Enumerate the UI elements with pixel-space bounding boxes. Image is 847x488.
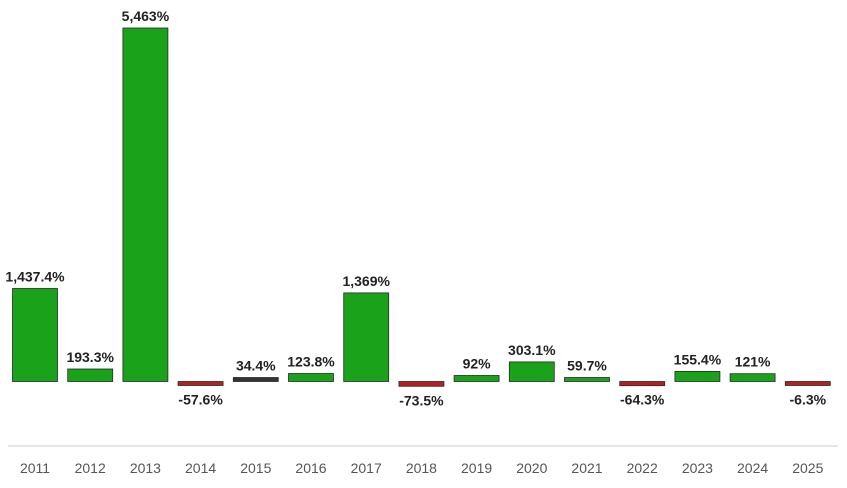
x-tick-label-2011: 2011 [20, 460, 50, 476]
bars-group [12, 27, 831, 387]
data-label-2013: 5,463% [122, 8, 170, 24]
x-tick-label-2018: 2018 [406, 460, 437, 476]
bar-2021 [564, 377, 610, 382]
data-label-2012: 193.3% [66, 349, 114, 365]
data-label-2016: 123.8% [287, 354, 335, 370]
bar-2019 [453, 375, 500, 382]
bar-2025 [784, 381, 831, 386]
x-tick-label-2015: 2015 [240, 460, 271, 476]
x-tick-labels-group: 2011 2012 2013 2014 2015 2016 2017 2018 2019 2020… [20, 460, 824, 476]
bar-2012 [67, 368, 114, 382]
x-tick-label-2016: 2016 [295, 460, 326, 476]
data-label-2022: -64.3% [620, 392, 665, 408]
bar-2015 [232, 377, 279, 382]
bar-2017 [343, 292, 390, 382]
data-label-2020: 303.1% [508, 342, 556, 358]
x-tick-label-2020: 2020 [516, 460, 547, 476]
x-tick-label-2024: 2024 [737, 460, 768, 476]
data-label-2018: -73.5% [399, 392, 444, 408]
x-tick-label-2014: 2014 [185, 460, 216, 476]
bar-2022 [619, 381, 666, 387]
bar-2014 [177, 381, 224, 386]
data-label-2025: -6.3% [790, 392, 827, 408]
x-tick-label-2017: 2017 [351, 460, 382, 476]
data-label-2017: 1,369% [342, 273, 390, 289]
bar-2011 [12, 288, 58, 382]
bar-2016 [288, 373, 334, 382]
x-tick-label-2022: 2022 [627, 460, 658, 476]
bar-2023 [674, 370, 721, 382]
x-tick-label-2013: 2013 [130, 460, 161, 476]
bar-2024 [729, 373, 776, 382]
data-label-2015: 34.4% [236, 358, 276, 374]
data-label-2023: 155.4% [674, 351, 722, 367]
data-label-2021: 59.7% [567, 358, 607, 374]
data-label-2011: 1,437.4% [5, 269, 65, 285]
bar-2013 [122, 27, 169, 382]
bar-2020 [508, 361, 555, 382]
x-tick-label-2019: 2019 [461, 460, 492, 476]
bar-2018 [398, 381, 445, 387]
data-label-2024: 121% [735, 354, 771, 370]
data-label-2014: -57.6% [178, 392, 223, 408]
x-tick-label-2025: 2025 [792, 460, 823, 476]
x-tick-label-2021: 2021 [571, 460, 602, 476]
x-tick-label-2023: 2023 [682, 460, 713, 476]
x-tick-label-2012: 2012 [75, 460, 106, 476]
data-label-2019: 92% [463, 356, 492, 372]
data-labels-group: 1,437.4% 193.3% 5,463% -57.6% 34.4% 123.8% 1,3… [5, 8, 826, 408]
